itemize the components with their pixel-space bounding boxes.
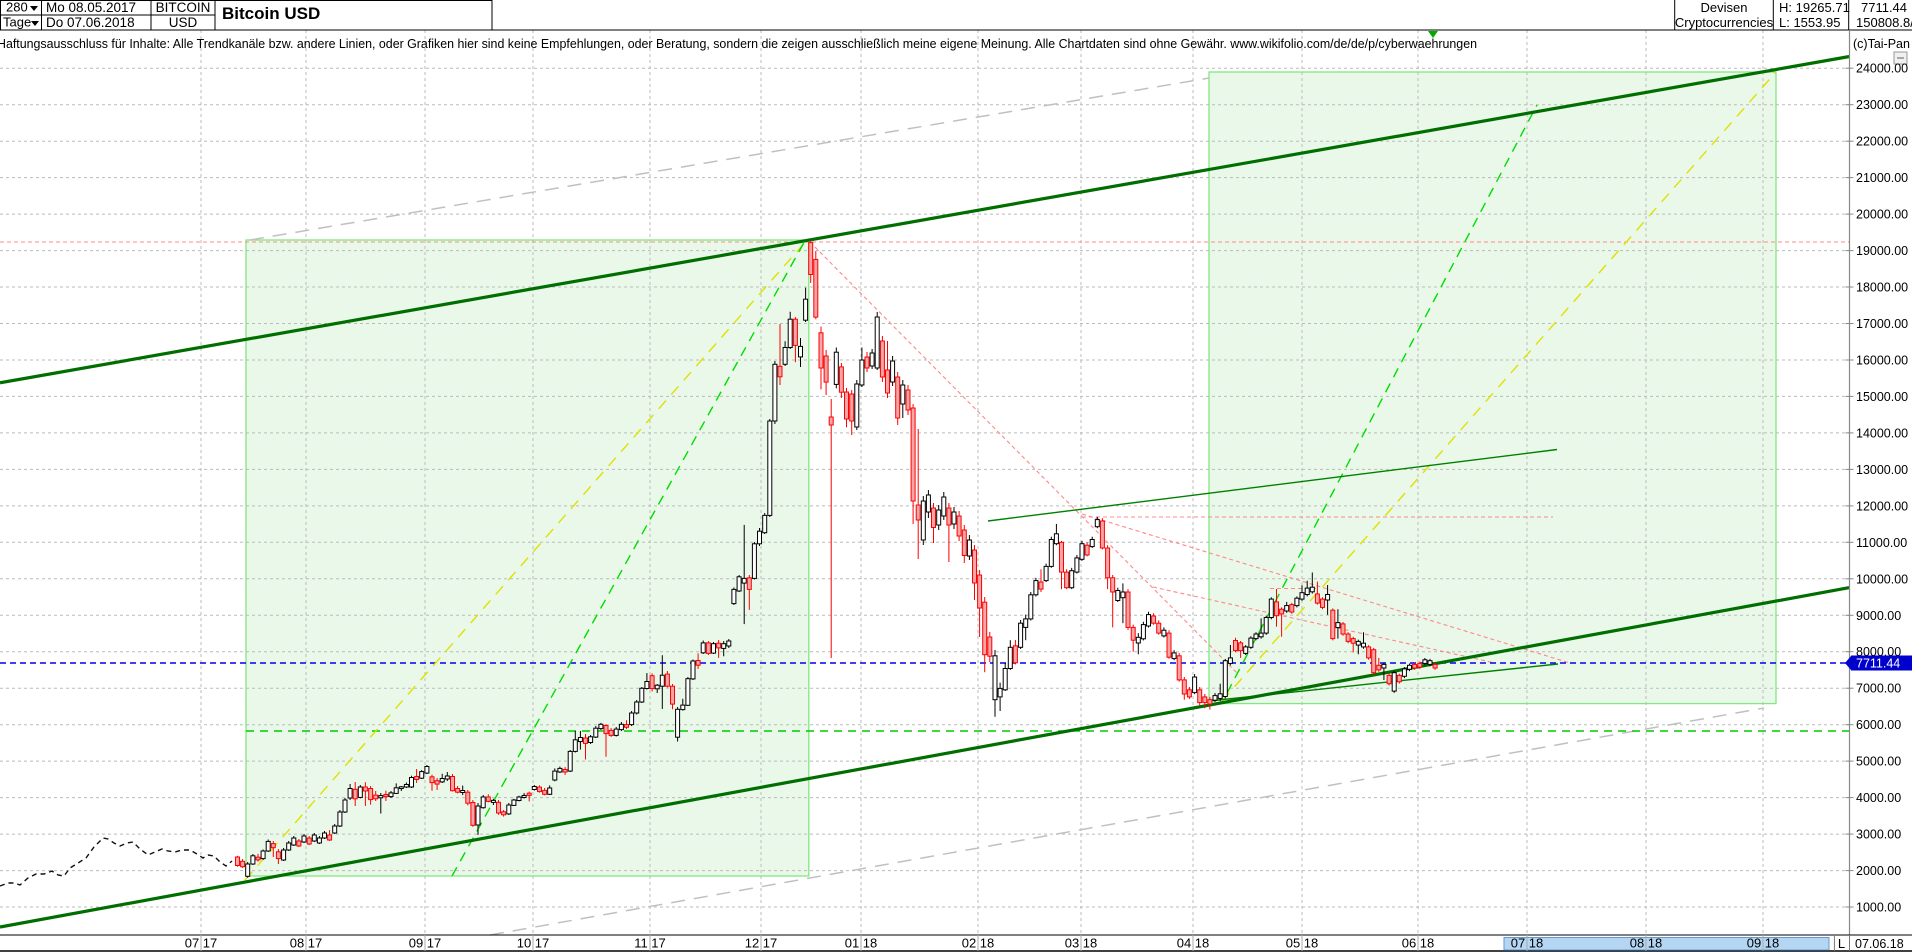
svg-text:1000.00: 1000.00 xyxy=(1856,901,1901,915)
svg-text:19000.00: 19000.00 xyxy=(1856,244,1908,258)
svg-text:3000.00: 3000.00 xyxy=(1856,828,1901,842)
svg-text:L: 1553.95: L: 1553.95 xyxy=(1779,15,1840,30)
svg-text:09 17: 09 17 xyxy=(409,936,442,951)
svg-text:05 18: 05 18 xyxy=(1286,936,1319,951)
svg-text:15000.00: 15000.00 xyxy=(1856,390,1908,404)
svg-text:22000.00: 22000.00 xyxy=(1856,135,1908,149)
svg-text:7000.00: 7000.00 xyxy=(1856,682,1901,696)
svg-text:4000.00: 4000.00 xyxy=(1856,791,1901,805)
svg-text:02 18: 02 18 xyxy=(962,936,995,951)
svg-text:07 17: 07 17 xyxy=(185,936,218,951)
svg-text:2000.00: 2000.00 xyxy=(1856,864,1901,878)
svg-text:Bitcoin USD: Bitcoin USD xyxy=(222,4,320,23)
svg-text:20000.00: 20000.00 xyxy=(1856,208,1908,222)
svg-text:L: L xyxy=(1838,936,1845,951)
svg-text:04 18: 04 18 xyxy=(1177,936,1210,951)
svg-text:9000.00: 9000.00 xyxy=(1856,609,1901,623)
svg-text:6000.00: 6000.00 xyxy=(1856,718,1901,732)
svg-text:Do 07.06.2018: Do 07.06.2018 xyxy=(46,15,135,30)
svg-text:07 18: 07 18 xyxy=(1511,936,1544,951)
svg-text:13000.00: 13000.00 xyxy=(1856,463,1908,477)
svg-text:12 17: 12 17 xyxy=(745,936,778,951)
svg-text:Mo 08.05.2017: Mo 08.05.2017 xyxy=(46,0,136,15)
svg-text:10 17: 10 17 xyxy=(517,936,550,951)
svg-text:Haftungsausschluss für Inhalte: Haftungsausschluss für Inhalte: Alle Tre… xyxy=(0,36,1477,51)
svg-text:H: 19265.71: H: 19265.71 xyxy=(1779,0,1850,15)
svg-text:150808.8/: 150808.8/ xyxy=(1856,15,1912,30)
svg-text:7711.44: 7711.44 xyxy=(1861,0,1907,15)
svg-text:280: 280 xyxy=(6,0,28,15)
svg-text:5000.00: 5000.00 xyxy=(1856,755,1901,769)
svg-text:10000.00: 10000.00 xyxy=(1856,572,1908,586)
svg-text:18000.00: 18000.00 xyxy=(1856,281,1908,295)
svg-text:12000.00: 12000.00 xyxy=(1856,499,1908,513)
svg-text:16000.00: 16000.00 xyxy=(1856,354,1908,368)
svg-text:09 18: 09 18 xyxy=(1747,936,1780,951)
svg-text:23000.00: 23000.00 xyxy=(1856,98,1908,112)
svg-text:14000.00: 14000.00 xyxy=(1856,426,1908,440)
svg-text:08 18: 08 18 xyxy=(1630,936,1663,951)
svg-text:08 17: 08 17 xyxy=(290,936,323,951)
svg-text:USD: USD xyxy=(169,15,198,30)
svg-text:BITCOIN: BITCOIN xyxy=(156,0,211,15)
svg-text:7711.44: 7711.44 xyxy=(1856,657,1900,671)
svg-text:01 18: 01 18 xyxy=(845,936,878,951)
svg-text:24000.00: 24000.00 xyxy=(1856,62,1908,76)
svg-text:Devisen: Devisen xyxy=(1701,0,1748,15)
svg-text:06 18: 06 18 xyxy=(1402,936,1435,951)
svg-text:17000.00: 17000.00 xyxy=(1856,317,1908,331)
svg-text:11000.00: 11000.00 xyxy=(1856,536,1907,550)
svg-text:(c)Tai-Pan: (c)Tai-Pan xyxy=(1853,37,1910,51)
svg-text:Cryptocurrencies: Cryptocurrencies xyxy=(1675,15,1774,30)
svg-text:11 17: 11 17 xyxy=(634,936,666,951)
svg-text:03 18: 03 18 xyxy=(1065,936,1098,951)
svg-text:07.06.18: 07.06.18 xyxy=(1855,937,1904,951)
svg-text:Tage: Tage xyxy=(3,15,31,30)
svg-text:21000.00: 21000.00 xyxy=(1856,171,1908,185)
